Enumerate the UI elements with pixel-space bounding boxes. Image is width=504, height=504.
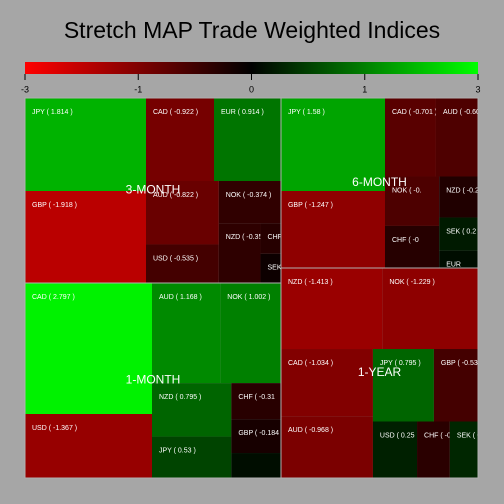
treemap-cell bbox=[384, 176, 440, 226]
treemap-cell bbox=[231, 419, 281, 454]
cell-label: NZD ( -1.413 ) bbox=[288, 279, 333, 286]
cell-label: CAD ( 2.797 ) bbox=[32, 294, 75, 301]
cell-label: JPY ( 1.814 ) bbox=[32, 109, 73, 116]
cell-label: GBP ( -0.184 ) bbox=[238, 430, 283, 437]
color-scale bbox=[25, 62, 478, 74]
cell-label: NOK ( 1.002 ) bbox=[227, 294, 270, 301]
cell-label: SEK ( 0.2 bbox=[446, 228, 476, 235]
cell-label: SEK ( - bbox=[268, 265, 291, 272]
cell-label: CAD ( -0.922 ) bbox=[153, 109, 198, 116]
treemap-cell bbox=[449, 421, 478, 478]
cell-label: CHF ( -0 bbox=[392, 237, 419, 244]
treemap-cell bbox=[280, 98, 385, 192]
treemap-cell bbox=[218, 181, 281, 224]
treemap-cell bbox=[433, 349, 478, 422]
treemap-cell bbox=[220, 283, 281, 384]
cell-label: AUD ( 1.168 ) bbox=[159, 294, 202, 301]
treemap-cell bbox=[280, 349, 373, 417]
cell-label: NOK ( -1.229 ) bbox=[389, 279, 435, 286]
group-label: 1-YEAR bbox=[358, 365, 402, 379]
cell-label: EUR bbox=[446, 262, 461, 269]
cell-label: USD ( 0.25 bbox=[380, 432, 415, 439]
treemap-cell bbox=[260, 253, 281, 283]
cell-label: JPY ( 0.53 ) bbox=[159, 447, 196, 454]
treemap-cell bbox=[145, 98, 214, 181]
cell-label: SEK ( 0.299 ) bbox=[457, 432, 499, 439]
tick-label: 1 bbox=[362, 84, 367, 94]
cell-label: EUR ( 0.914 ) bbox=[221, 109, 264, 116]
treemap-cell bbox=[260, 223, 281, 254]
treemap-cell bbox=[231, 383, 281, 420]
treemap-cell bbox=[384, 98, 436, 177]
treemap-cell bbox=[372, 421, 418, 478]
cell-label: AUD ( -0.609 ) bbox=[443, 109, 488, 116]
cell-label: NOK ( -0.374 ) bbox=[226, 192, 272, 199]
cell-label: GBP ( -1.918 ) bbox=[32, 202, 77, 209]
cell-label: USD ( -0.535 ) bbox=[153, 255, 198, 262]
treemap-cell bbox=[151, 383, 232, 437]
tick-label: -3 bbox=[21, 84, 29, 94]
cell-label: AUD ( -0.822 ) bbox=[153, 192, 198, 199]
treemap-cell bbox=[25, 283, 152, 414]
treemap-cell bbox=[151, 283, 221, 384]
treemap-cell bbox=[145, 244, 219, 283]
treemap-cell bbox=[280, 416, 373, 478]
group-border bbox=[280, 267, 479, 479]
cell-label: JPY ( 1.58 ) bbox=[288, 109, 325, 116]
tick-label: 3 bbox=[475, 84, 480, 94]
cell-label: NZD ( -0.252 ) bbox=[446, 187, 491, 194]
cell-label: CHF ( -0.31 bbox=[238, 394, 275, 401]
treemap-cell bbox=[439, 176, 478, 218]
treemap-cell bbox=[231, 453, 281, 478]
treemap-cell bbox=[372, 349, 434, 422]
cell-label: JPY ( 0.795 ) bbox=[380, 360, 421, 367]
treemap-cell bbox=[435, 98, 478, 177]
cell-label: CAD ( -1.034 ) bbox=[288, 360, 333, 367]
treemap-cell bbox=[218, 223, 261, 283]
treemap-cell bbox=[384, 225, 440, 269]
treemap-cell bbox=[382, 268, 478, 350]
cell-label: NZD ( -0.357 bbox=[226, 234, 267, 241]
treemap-cell bbox=[280, 268, 383, 350]
group-label: 3-MONTH bbox=[126, 183, 181, 197]
treemap-cell bbox=[25, 191, 146, 283]
cell-label: NOK ( -0. bbox=[392, 187, 422, 194]
chart-title: Stretch MAP Trade Weighted Indices bbox=[64, 17, 440, 43]
cell-label: CHF ( - bbox=[268, 234, 292, 241]
group-label: 6-MONTH bbox=[352, 175, 407, 189]
cell-label: CHF ( -0.333 ) bbox=[424, 432, 469, 439]
group-label: 1-MONTH bbox=[126, 373, 181, 387]
cell-label: CAD ( -0.701 ) bbox=[392, 109, 437, 116]
cell-label: GBP ( -1.247 ) bbox=[288, 202, 333, 209]
treemap-cell bbox=[417, 421, 450, 478]
cell-label: AUD ( -0.968 ) bbox=[288, 427, 333, 434]
tick-label: 0 bbox=[249, 84, 254, 94]
treemap-cell bbox=[145, 181, 219, 245]
treemap-cell bbox=[439, 217, 478, 251]
cell-label: NZD ( 0.795 ) bbox=[159, 394, 201, 401]
treemap-cell bbox=[25, 414, 152, 478]
cell-label: GBP ( -0.533 ) bbox=[441, 360, 486, 367]
tick-label: -1 bbox=[134, 84, 142, 94]
treemap-cell bbox=[213, 98, 281, 181]
treemap-cell bbox=[280, 191, 385, 269]
treemap-cell bbox=[25, 98, 146, 191]
cell-label: USD ( -1.367 ) bbox=[32, 425, 77, 432]
treemap-cell bbox=[439, 250, 478, 269]
treemap-cell bbox=[151, 436, 232, 478]
